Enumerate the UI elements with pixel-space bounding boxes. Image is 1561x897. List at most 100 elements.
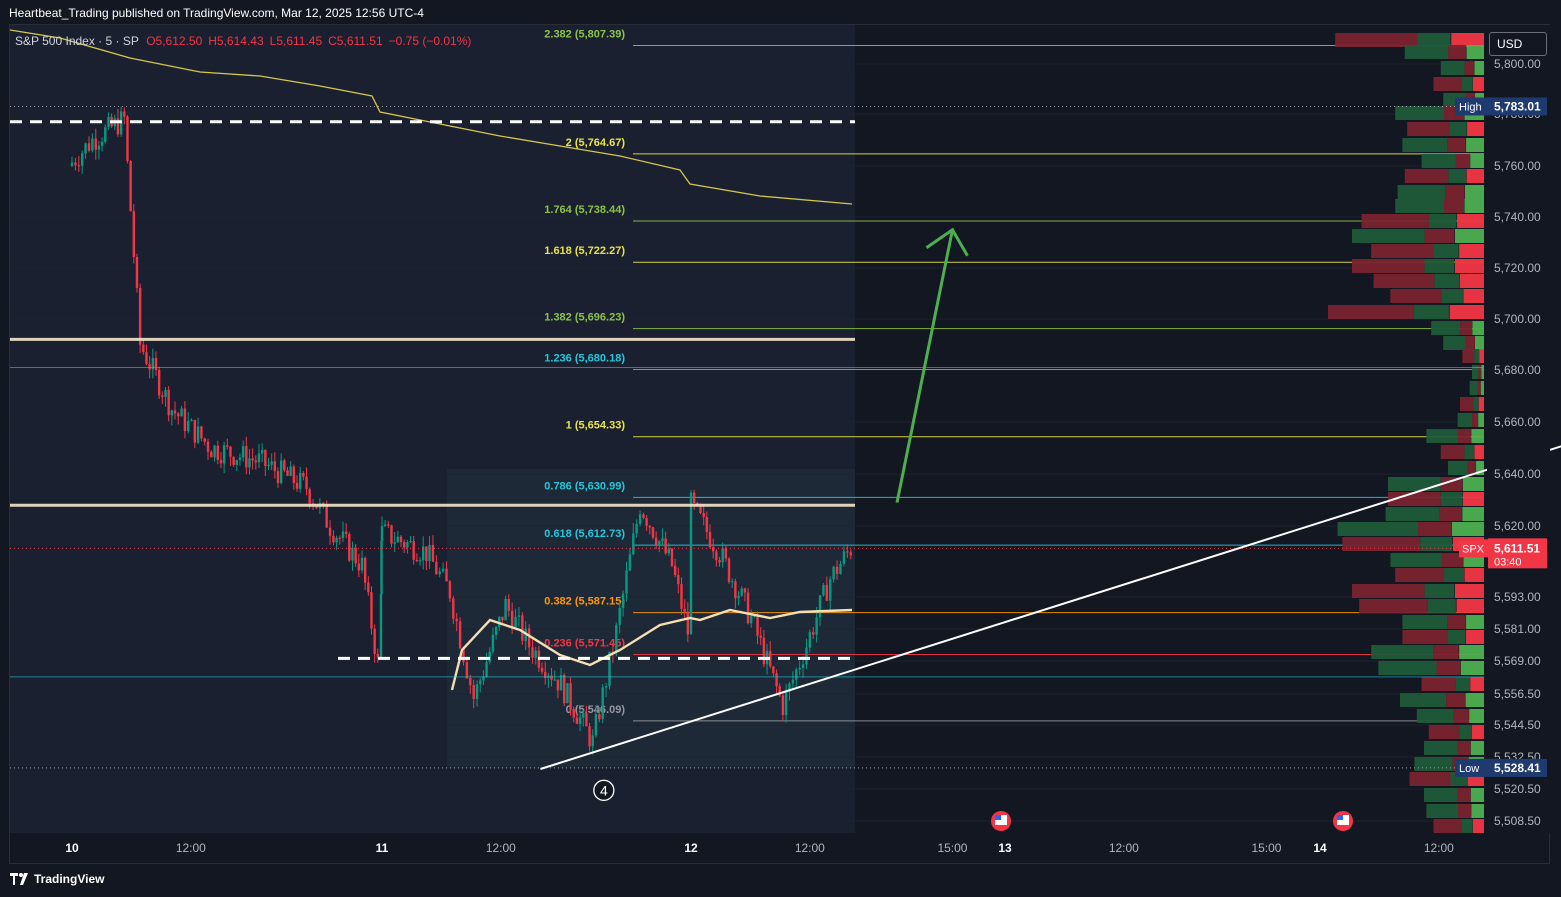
currency-button[interactable]: USD <box>1489 32 1547 56</box>
volume-row <box>1373 274 1435 288</box>
candle-body <box>540 667 544 672</box>
volume-row <box>1454 259 1484 273</box>
candle-body <box>458 621 462 649</box>
volume-row <box>1447 615 1466 629</box>
candle-body <box>563 675 566 704</box>
volume-row <box>1459 244 1484 258</box>
low-tag-label: Low <box>1459 763 1479 775</box>
volume-row <box>1434 274 1460 288</box>
candle-body <box>598 714 601 720</box>
candle-body <box>100 141 104 146</box>
candle-body <box>390 525 393 544</box>
volume-row <box>1445 185 1465 199</box>
time-axis-tick: 12:00 <box>1109 841 1139 855</box>
published-header: Heartbeat_Trading published on TradingVi… <box>9 6 424 20</box>
volume-row <box>1424 584 1455 598</box>
legend-low: L5,611.45 <box>269 34 323 48</box>
candle-body <box>686 611 690 635</box>
fib-level-label: 0.786 (5,630.99) <box>544 480 625 492</box>
candle-body <box>507 599 510 611</box>
volume-row <box>1388 492 1441 506</box>
volume-profile-layer <box>1328 33 1484 833</box>
candle-body <box>238 457 242 461</box>
candle-body <box>835 566 839 575</box>
volume-row <box>1467 122 1484 136</box>
volume-row <box>1466 169 1484 183</box>
volume-row <box>1440 477 1463 491</box>
candle-body <box>588 726 591 747</box>
candle-body <box>705 517 709 533</box>
candle-body <box>566 683 569 704</box>
candle-body <box>743 588 747 593</box>
candle-body <box>379 594 383 658</box>
us-flag-icon-canton <box>995 815 1001 820</box>
candle-body <box>842 551 846 564</box>
candle-body <box>387 524 390 526</box>
candle-body <box>441 568 445 572</box>
candle-body <box>582 713 585 718</box>
candle-body <box>367 582 370 593</box>
volume-row <box>1466 138 1484 152</box>
candle-body <box>170 410 174 416</box>
candle-body <box>469 678 472 686</box>
time-axis-tick: 12:00 <box>795 841 825 855</box>
price-axis-tick: 5,680.00 <box>1494 363 1541 377</box>
volume-row <box>1402 615 1448 629</box>
candle-body <box>462 648 465 663</box>
price-axis-bg <box>1487 25 1550 833</box>
candle-body <box>829 579 832 601</box>
volume-row <box>1427 599 1456 613</box>
candle-body <box>708 532 712 548</box>
candle-body <box>798 667 801 670</box>
time-axis-tick: 12:00 <box>1424 841 1454 855</box>
volume-row <box>1474 445 1484 459</box>
candle-body <box>264 449 267 467</box>
volume-row <box>1472 321 1484 335</box>
candle-body <box>772 666 775 674</box>
volume-row <box>1457 413 1473 427</box>
candle-body <box>406 542 409 548</box>
volume-row <box>1395 568 1445 582</box>
footer-brand[interactable]: TradingView <box>10 872 104 886</box>
volume-row <box>1397 185 1446 199</box>
candle-body <box>428 544 431 562</box>
volume-row <box>1470 154 1484 168</box>
volume-row <box>1458 429 1472 443</box>
volume-row <box>1446 693 1466 707</box>
candle-body <box>832 566 835 580</box>
price-axis-tick: 5,740.00 <box>1494 210 1541 224</box>
volume-row <box>1474 61 1484 75</box>
volume-row <box>1453 709 1469 723</box>
volume-row <box>1424 741 1457 755</box>
candle-body <box>784 691 788 715</box>
symbol-legend[interactable]: S&P 500 Index · 5 · SP O5,612.50 H5,614.4… <box>15 34 471 48</box>
candle-body <box>107 116 110 128</box>
volume-row <box>1440 61 1465 75</box>
fib-level-label: 1 (5,654.33) <box>566 420 626 432</box>
price-axis-tick: 5,581.00 <box>1494 622 1541 636</box>
candle-body <box>465 662 469 679</box>
candle-body <box>328 527 332 536</box>
volume-row <box>1466 615 1484 629</box>
candle-body <box>338 537 341 539</box>
volume-row <box>1472 413 1479 427</box>
volume-row <box>1464 185 1484 199</box>
projection-arrow <box>895 229 954 503</box>
candle-body <box>402 542 406 548</box>
candle-body <box>180 408 183 417</box>
volume-row <box>1361 214 1429 228</box>
volume-row <box>1440 445 1465 459</box>
volume-row <box>1342 537 1421 551</box>
candle-body <box>80 153 84 166</box>
candle-body <box>193 419 197 443</box>
candle-body <box>210 451 213 458</box>
candle-body <box>635 523 638 534</box>
candle-body <box>267 464 270 467</box>
volume-row <box>1459 274 1484 288</box>
candle-body <box>510 610 514 630</box>
price-layer <box>9 29 853 755</box>
candle-body <box>494 626 498 635</box>
volume-row <box>1407 122 1450 136</box>
candle-body <box>762 637 766 665</box>
